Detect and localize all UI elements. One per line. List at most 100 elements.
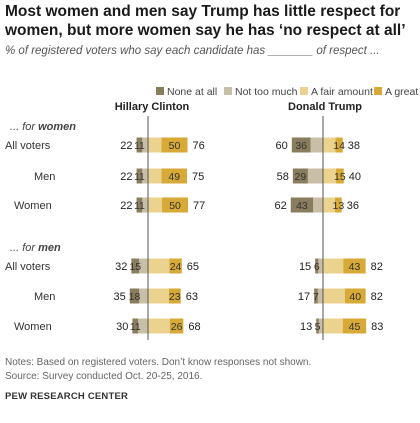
data-label-not-net: 22: [120, 200, 132, 212]
bar-a-fair-amount: [323, 258, 344, 274]
data-label-none-at-all: 18: [129, 291, 141, 303]
bar-not-too-much: [142, 137, 148, 153]
bar-not-too-much: [318, 318, 323, 334]
row-label: Men: [34, 171, 55, 183]
panel-title-trump: Donald Trump: [288, 101, 362, 113]
chart-title: Most women and men say Trump has little …: [5, 3, 406, 39]
bar-a-great-deal: [343, 258, 366, 274]
data-label-a-great-deal: 50: [169, 140, 181, 152]
bar-none-at-all: [290, 197, 314, 213]
bar-a-fair-amount: [323, 318, 343, 334]
brand-label: PEW RESEARCH CENTER: [5, 391, 129, 402]
data-label-a-great-deal: 23: [169, 291, 181, 303]
bar-a-great-deal: [169, 258, 182, 274]
data-label-a-great-deal: 24: [170, 261, 182, 273]
data-label-none-at-all: 11: [134, 140, 145, 152]
row-label: Women: [14, 200, 52, 212]
bar-a-fair-amount: [323, 288, 345, 304]
bar-not-too-much: [313, 197, 323, 213]
bar-not-too-much: [139, 258, 148, 274]
legend-label-none-at-all: None at all: [167, 86, 217, 98]
bar-not-too-much: [138, 318, 148, 334]
data-label-not-net: 62: [275, 200, 287, 212]
data-label-fair-net: 68: [188, 321, 200, 333]
bar-not-too-much: [310, 137, 323, 153]
bar-a-great-deal: [342, 318, 367, 334]
bar-a-fair-amount: [148, 137, 162, 153]
chart-subtitle: % of registered voters who say each cand…: [5, 45, 380, 57]
row-label: Women: [14, 321, 52, 333]
row-label: All voters: [5, 140, 51, 152]
data-label-a-great-deal: 43: [349, 261, 361, 273]
data-label-not-net: 58: [277, 171, 289, 183]
data-label-fair-net: 36: [347, 200, 359, 212]
bar-not-too-much: [307, 168, 323, 184]
bar-none-at-all: [129, 288, 140, 304]
data-label-none-at-all: 36: [295, 140, 307, 152]
data-label-none-at-all: 43: [296, 200, 308, 212]
legend-label-not-too-much: Not too much: [235, 86, 298, 98]
bar-not-too-much: [142, 197, 148, 213]
group-label: ... for men: [10, 242, 61, 254]
bar-a-great-deal: [161, 168, 187, 184]
legend-swatch-none-at-all: [156, 87, 164, 95]
data-label-fair-net: 63: [186, 291, 198, 303]
data-label-a-great-deal: 49: [168, 171, 180, 183]
bar-a-fair-amount: [148, 258, 170, 274]
data-label-fair-net: 82: [371, 291, 383, 303]
bar-none-at-all: [314, 288, 318, 304]
row-label: All voters: [5, 261, 51, 273]
data-label-not-net: 35: [114, 291, 126, 303]
data-label-not-net: 22: [120, 140, 132, 152]
bar-a-great-deal: [334, 197, 342, 213]
bar-not-too-much: [318, 258, 323, 274]
bar-a-great-deal: [169, 318, 184, 334]
bar-a-fair-amount: [323, 197, 335, 213]
bar-none-at-all: [136, 197, 143, 213]
data-label-fair-net: 77: [193, 200, 205, 212]
data-label-a-great-deal: 45: [349, 321, 361, 333]
data-label-none-at-all: 29: [295, 171, 307, 183]
data-label-a-great-deal: 26: [171, 321, 183, 333]
group-label: ... for women: [10, 121, 76, 133]
bar-none-at-all: [315, 258, 319, 274]
legend-swatch-a-great-deal: [374, 87, 382, 95]
data-label-fair-net: 38: [348, 140, 360, 152]
bar-none-at-all: [292, 168, 308, 184]
data-label-fair-net: 75: [192, 171, 204, 183]
data-label-not-net: 32: [115, 261, 127, 273]
chart-note: Notes: Based on registered voters. Don’t…: [5, 357, 312, 368]
bar-a-fair-amount: [148, 318, 170, 334]
data-label-fair-net: 76: [193, 140, 205, 152]
data-label-a-great-deal: 40: [349, 291, 361, 303]
bar-a-fair-amount: [148, 197, 163, 213]
data-label-not-net: 17: [298, 291, 310, 303]
legend-label-a-great-deal: A great deal: [385, 86, 420, 98]
bar-none-at-all: [136, 168, 143, 184]
data-label-fair-net: 40: [349, 171, 361, 183]
bar-a-fair-amount: [323, 168, 336, 184]
row-label: Men: [34, 291, 55, 303]
data-label-none-at-all: 11: [130, 321, 141, 333]
panel-title-clinton: Hillary Clinton: [115, 101, 190, 113]
legend-swatch-not-too-much: [224, 87, 232, 95]
bar-a-great-deal: [161, 137, 188, 153]
data-label-not-net: 60: [276, 140, 288, 152]
chart-source: Source: Survey conducted Oct. 20-25, 201…: [5, 371, 203, 382]
data-label-a-great-deal: 15: [334, 171, 346, 183]
data-label-fair-net: 82: [371, 261, 383, 273]
data-label-none-at-all: 5: [315, 321, 321, 333]
bar-a-fair-amount: [148, 168, 162, 184]
bar-none-at-all: [316, 318, 319, 334]
data-label-none-at-all: 6: [314, 261, 320, 273]
data-label-none-at-all: 15: [129, 261, 141, 273]
bar-a-great-deal: [336, 168, 344, 184]
legend-swatch-a-fair-amount: [300, 87, 308, 95]
bar-a-fair-amount: [323, 137, 336, 153]
bar-none-at-all: [136, 137, 143, 153]
data-label-fair-net: 83: [371, 321, 383, 333]
data-label-not-net: 13: [300, 321, 312, 333]
bar-a-great-deal: [344, 288, 366, 304]
